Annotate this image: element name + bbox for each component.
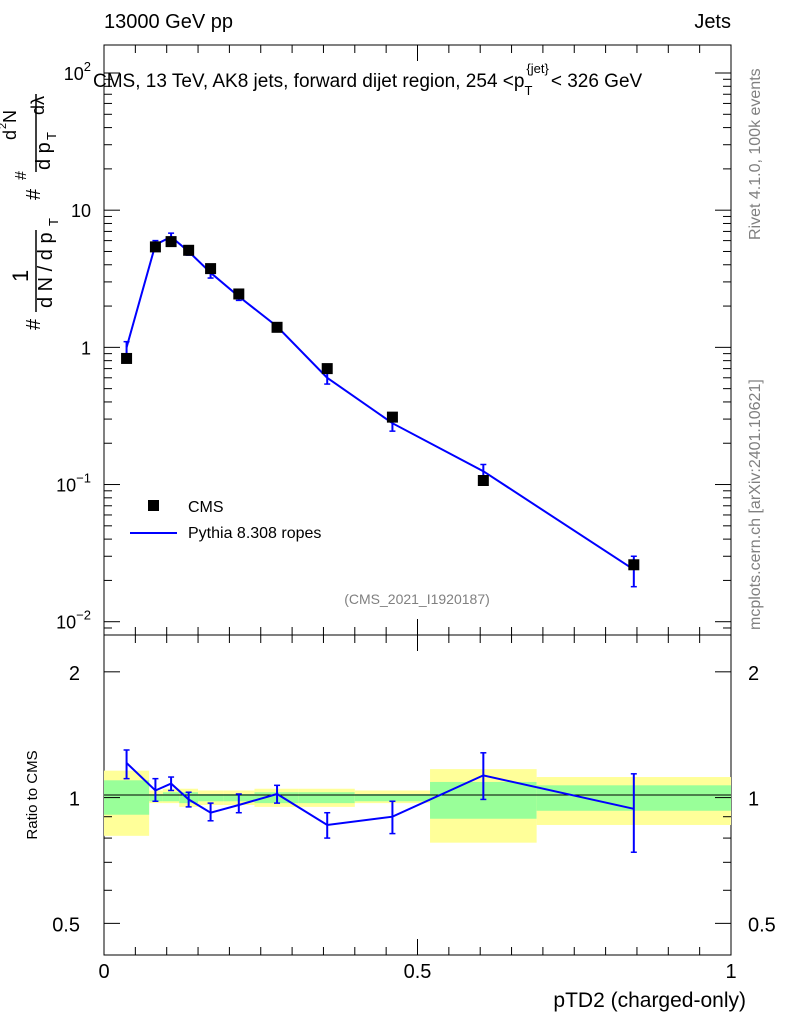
- ratio-y-tick-label-left: 2: [69, 663, 80, 685]
- cms-data-point: [477, 474, 489, 486]
- chart-title-sub: T: [524, 83, 532, 98]
- main-ylabel-part: N: [0, 110, 20, 123]
- y-tick-label: 10−1: [56, 471, 91, 496]
- analysis-id: (CMS_2021_I1920187): [344, 591, 490, 607]
- main-ylabel-part: dλ: [28, 96, 48, 115]
- x-tick-label: 1: [725, 961, 736, 983]
- cms-data-point: [205, 263, 217, 275]
- ratio-y-tick-label-left: 1: [69, 789, 80, 811]
- rivet-label: Rivet 4.1.0, 100k events: [747, 68, 764, 240]
- y-tick-label: 10−2: [56, 608, 91, 633]
- main-ylabel-part: T: [46, 218, 61, 226]
- main-ylabel-part: #: [23, 318, 45, 330]
- main-ylabel-part: #: [13, 171, 30, 180]
- main-series: [121, 232, 640, 588]
- x-tick-label: 0.5: [404, 961, 432, 983]
- cms-data-point: [321, 363, 333, 375]
- main-ylabel-part: 1: [8, 270, 33, 282]
- ratio-y-tick-label-right: 2: [748, 663, 759, 685]
- main-frame: [103, 44, 732, 636]
- ratio-y-tick-label-right: 0.5: [748, 914, 776, 936]
- cms-data-point: [386, 411, 398, 423]
- legend-cms: CMS: [188, 499, 224, 516]
- ratio-y-tick-label-left: 0.5: [52, 914, 80, 936]
- ratio-y-tick-label-right: 1: [748, 789, 759, 811]
- y-tick-label: 1: [81, 338, 91, 358]
- header-energy: 13000 GeV pp: [104, 11, 233, 33]
- ratio-series: [123, 749, 637, 853]
- cms-data-point: [165, 236, 177, 248]
- y-tick-label: 102: [64, 59, 91, 84]
- main-ticks: 102 10 1 10−1 10−2: [56, 45, 732, 636]
- cms-data-point: [628, 559, 640, 571]
- y-tick-label: 10: [71, 201, 91, 221]
- ratio-band-stat: [298, 792, 355, 804]
- cms-data-point: [149, 241, 161, 253]
- main-ylabel-part: T: [44, 132, 59, 140]
- legend-cms-marker: [148, 500, 159, 511]
- chart-title-tail: < 326 GeV: [551, 71, 643, 92]
- cms-data-point: [121, 352, 133, 364]
- cms-data-point: [233, 288, 245, 300]
- chart-title: CMS, 13 TeV, AK8 jets, forward dijet reg…: [93, 61, 643, 98]
- main-ylabel-part: #: [23, 188, 45, 200]
- ratio-band-stat: [162, 792, 180, 802]
- cms-data-point: [271, 321, 283, 333]
- cms-data-point: [183, 244, 195, 256]
- ratio-ticks: 2 2 1 1 0.5 0.5 0 0.5 1: [52, 635, 776, 983]
- mcplots-label: mcplots.cern.ch [arXiv:2401.10621]: [747, 379, 764, 630]
- pythia-line: [125, 235, 635, 571]
- main-ylabel-part: d p: [33, 142, 55, 170]
- chart-title-sup: {jet}: [526, 61, 549, 76]
- main-ylabel-part: d: [0, 130, 20, 140]
- main-ylabel-part: d N / d p: [35, 232, 57, 308]
- ratio-ylabel: Ratio to CMS: [24, 750, 41, 839]
- ratio-band-stat: [198, 794, 224, 802]
- header-jets: Jets: [694, 11, 731, 33]
- x-tick-label: 0: [98, 961, 109, 983]
- main-ylabel-part: 2: [0, 123, 9, 129]
- main-ylabel: #1d N / d pT##d pTd2Ndλ: [0, 94, 61, 330]
- x-axis-label: pTD2 (charged-only): [553, 989, 746, 1012]
- ratio-band-stat: [354, 794, 431, 802]
- chart-title-main: CMS, 13 TeV, AK8 jets, forward dijet reg…: [93, 71, 524, 92]
- legend-pythia: Pythia 8.308 ropes: [188, 525, 321, 542]
